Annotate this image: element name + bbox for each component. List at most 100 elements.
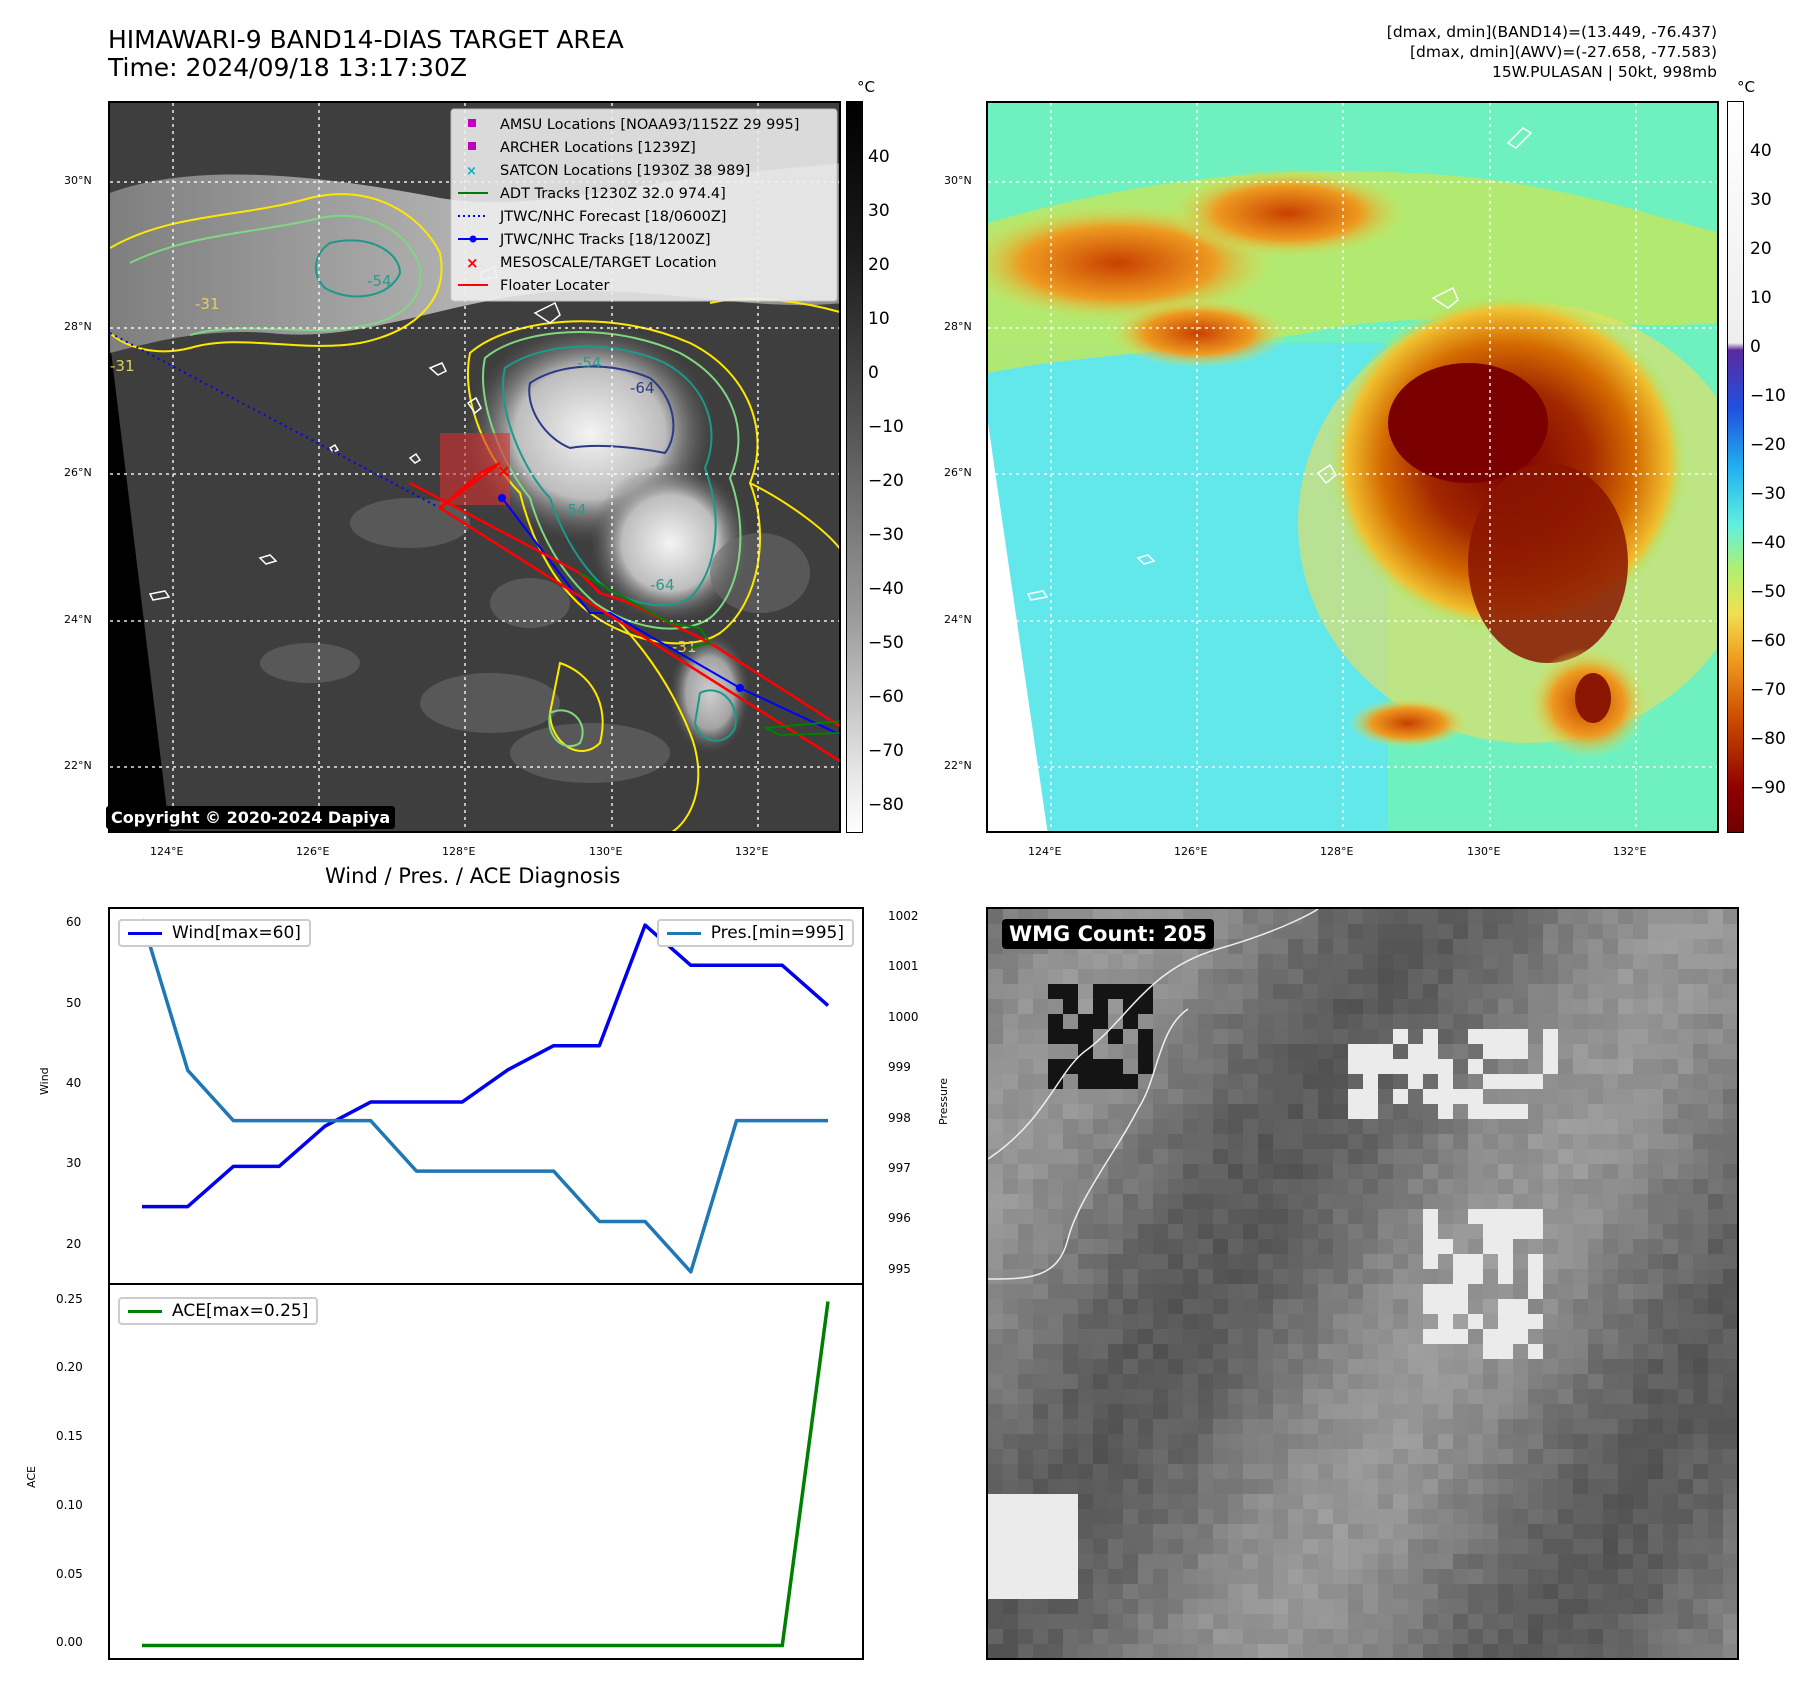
target-area-box [440, 433, 510, 505]
lon-label: 132°E [735, 845, 769, 858]
cbar-tick: −70 [868, 741, 904, 761]
lon-label: 132°E [1613, 845, 1647, 858]
lon-label: 124°E [150, 845, 184, 858]
pressure-tick-label: 1000 [888, 1009, 919, 1024]
cbar-tick: 20 [1750, 239, 1772, 259]
svg-text:×: × [466, 164, 477, 179]
wmg-imagery [988, 909, 1737, 1658]
wind-axis-label: Wind [38, 1067, 51, 1095]
contour-label: -64 [630, 379, 655, 397]
cbar-tick: −60 [1750, 631, 1786, 651]
figure-title: HIMAWARI-9 BAND14-DIAS TARGET AREA Time:… [108, 26, 624, 82]
legend-adt: ADT Tracks [1230Z 32.0 974.4] [500, 186, 726, 202]
ir-legend: AMSU Locations [NOAA93/1152Z 29 995] ARC… [450, 108, 838, 302]
ace-axis-label: ACE [25, 1466, 38, 1488]
ace-tick-label: 0.00 [56, 1635, 83, 1650]
ir-colorbar-unit: °C [857, 78, 875, 96]
pressure-axis-label: Pressure [937, 1078, 950, 1125]
wmg-pixel-map [986, 907, 1739, 1660]
lat-label: 28°N [944, 320, 972, 333]
cbar-tick: −60 [868, 687, 904, 707]
legend-satcon: SATCON Locations [1930Z 38 989] [500, 163, 750, 179]
pressure-tick-label: 1002 [888, 909, 919, 924]
awv-stats: [dmax, dmin](AWV)=(-27.658, -77.583) [1410, 43, 1717, 61]
cbar-tick: 30 [868, 201, 890, 221]
legend-floater: Floater Locater [500, 278, 609, 294]
title-line-1: HIMAWARI-9 BAND14-DIAS TARGET AREA [108, 25, 624, 54]
contour-label: -31 [110, 357, 135, 375]
pressure-legend-label: Pres.[min=995] [710, 923, 844, 943]
cbar-tick: −20 [868, 471, 904, 491]
contour-label: -54 [577, 354, 602, 372]
lat-label: 24°N [944, 613, 972, 626]
pressure-tick-label: 998 [888, 1110, 911, 1125]
wind-tick-label: 40 [66, 1075, 82, 1090]
lon-label: 126°E [296, 845, 330, 858]
cbar-tick: 10 [1750, 288, 1772, 308]
wind-series-line [142, 923, 830, 1209]
copyright-badge: Copyright © 2020-2024 Dapiya [106, 806, 396, 829]
ir-satellite-map: -31 -31 -54 -54 -64 -54 -31 -64 [108, 101, 841, 833]
pressure-series-line [140, 918, 828, 1274]
cbar-tick: 20 [868, 255, 890, 275]
wind-legend-swatch [128, 931, 162, 935]
lon-label: 126°E [1174, 845, 1208, 858]
diagnosis-title: Wind / Pres. / ACE Diagnosis [325, 864, 621, 888]
cbar-tick: −10 [1750, 386, 1786, 406]
ace-tick-label: 0.20 [56, 1360, 83, 1375]
lat-label: 22°N [944, 759, 972, 772]
wind-tick-label: 50 [66, 995, 82, 1010]
pressure-legend: Pres.[min=995] [656, 919, 854, 947]
wind-tick-label: 30 [66, 1156, 82, 1171]
svg-text:×: × [466, 254, 479, 272]
lon-label: 128°E [442, 845, 476, 858]
wind-legend-label: Wind[max=60] [172, 923, 301, 943]
jtwc-track [501, 497, 839, 736]
adt-track [579, 572, 712, 649]
water-vapor-map [986, 101, 1719, 833]
cbar-tick: −80 [868, 795, 904, 815]
cbar-tick: 0 [1750, 337, 1761, 357]
lat-label: 26°N [944, 466, 972, 479]
contour-label: -54 [562, 501, 587, 519]
ir-imagery: -31 -31 -54 -54 -64 -54 -31 -64 [110, 103, 839, 831]
title-line-2: Time: 2024/09/18 13:17:30Z [108, 53, 467, 82]
ace-legend-label: ACE[max=0.25] [172, 1301, 309, 1321]
cbar-tick: −10 [868, 417, 904, 437]
ace-tick-label: 0.10 [56, 1497, 83, 1512]
lat-label: 24°N [64, 613, 92, 626]
cbar-tick: −40 [1750, 533, 1786, 553]
ace-legend-swatch [128, 1309, 162, 1313]
contour-label: -31 [195, 295, 220, 313]
cbar-tick: −50 [1750, 582, 1786, 602]
wind-tick-label: 60 [66, 915, 82, 930]
pressure-tick-label: 997 [888, 1161, 911, 1176]
cbar-tick: 30 [1750, 190, 1772, 210]
wind-pressure-plot [140, 918, 830, 1274]
ir-colorbar [846, 101, 863, 833]
legend-jtwc-tracks: JTWC/NHC Tracks [18/1200Z] [499, 232, 711, 248]
pressure-tick-label: 999 [888, 1060, 911, 1075]
wmg-count-badge: WMG Count: 205 [1002, 919, 1214, 949]
cbar-tick: 40 [1750, 141, 1772, 161]
lat-label: 30°N [64, 174, 92, 187]
cbar-tick: −30 [1750, 484, 1786, 504]
wind-tick-label: 20 [66, 1236, 82, 1251]
cbar-tick: −20 [1750, 435, 1786, 455]
svg-text:×: × [496, 461, 511, 482]
ace-plot [142, 1301, 830, 1648]
lon-label: 130°E [1467, 845, 1501, 858]
lon-label: 124°E [1028, 845, 1062, 858]
contour-label: -64 [650, 576, 675, 594]
legend-archer: ARCHER Locations [1239Z] [500, 140, 696, 156]
ace-tick-label: 0.05 [56, 1566, 83, 1581]
legend-mesoscale: MESOSCALE/TARGET Location [500, 255, 717, 271]
cbar-tick: 0 [868, 363, 879, 383]
lat-label: 28°N [64, 320, 92, 333]
ace-tick-label: 0.15 [56, 1429, 83, 1444]
wv-colorbar-unit: °C [1737, 78, 1755, 96]
cbar-tick: −90 [1750, 778, 1786, 798]
stats-block: [dmax, dmin](BAND14)=(13.449, -76.437) [… [1387, 22, 1717, 82]
pressure-legend-swatch [666, 931, 701, 935]
lon-label: 128°E [1320, 845, 1354, 858]
